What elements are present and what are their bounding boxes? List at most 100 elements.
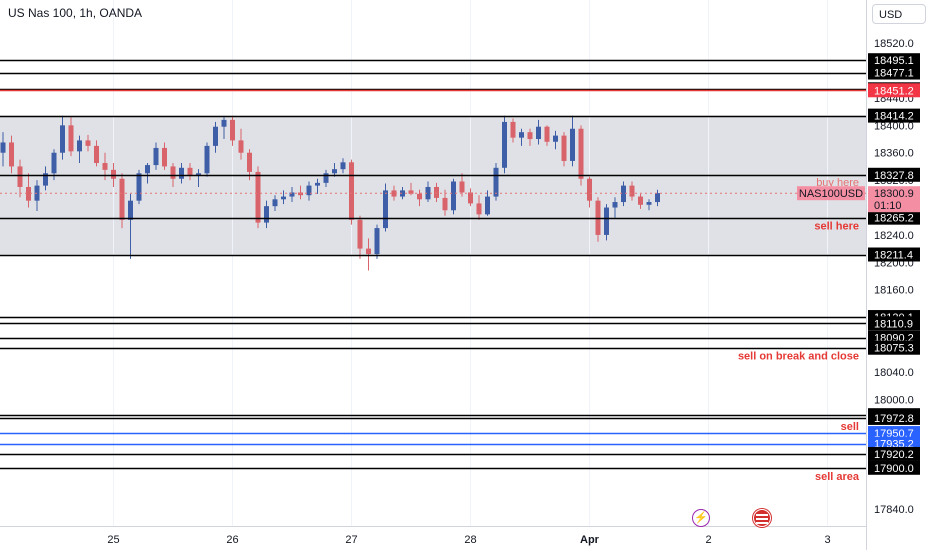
level-price-label: 18327.8 bbox=[874, 170, 914, 182]
candle-body bbox=[306, 185, 312, 196]
candle-body bbox=[417, 193, 422, 200]
level-price-badge bbox=[868, 210, 920, 225]
x-tick-label: 25 bbox=[107, 534, 119, 546]
candle-body bbox=[68, 125, 74, 152]
candle-body bbox=[561, 135, 567, 161]
level-price-badge bbox=[868, 340, 920, 355]
level-price-label: 18451.2 bbox=[874, 85, 914, 97]
y-tick-label: 18360.0 bbox=[874, 148, 914, 160]
candle-body bbox=[60, 125, 65, 153]
annotations: buy here sell here sell on break and close… bbox=[738, 177, 860, 483]
y-tick-label: 18400.0 bbox=[874, 120, 914, 132]
candle-body bbox=[213, 126, 218, 146]
candle-body bbox=[272, 199, 278, 207]
candle-body bbox=[17, 166, 23, 187]
chart-title: US Nas 100, 1h, OANDA bbox=[8, 6, 143, 20]
x-tick-label: 28 bbox=[464, 534, 476, 546]
y-tick-label: 18240.0 bbox=[874, 230, 914, 242]
x-tick-label: 27 bbox=[345, 534, 357, 546]
candle-body bbox=[340, 162, 346, 170]
candle-body bbox=[230, 119, 235, 141]
candle-body bbox=[264, 206, 269, 223]
level-price-badge bbox=[868, 83, 920, 98]
candle-body bbox=[255, 171, 261, 223]
horizontal-levels[interactable] bbox=[0, 59, 866, 470]
candle-body bbox=[527, 132, 533, 140]
level-price-badge bbox=[868, 65, 920, 80]
candle-body bbox=[153, 147, 159, 166]
current-price-label: 18300.9 bbox=[874, 188, 914, 200]
level-price-label: 18477.1 bbox=[874, 68, 914, 80]
candle-body bbox=[544, 126, 550, 142]
level-price-label: 17900.0 bbox=[874, 463, 914, 475]
level-price-label: 18075.3 bbox=[874, 343, 914, 355]
candle-body bbox=[26, 186, 31, 201]
candle-body bbox=[612, 202, 618, 208]
level-price-badge bbox=[868, 316, 920, 331]
candle-body bbox=[536, 126, 541, 140]
candle-body bbox=[502, 121, 507, 168]
candle-body bbox=[578, 128, 584, 179]
candle-body bbox=[102, 163, 108, 170]
candle-body bbox=[493, 167, 499, 197]
candle-body bbox=[349, 162, 354, 220]
x-tick-label: 2 bbox=[705, 534, 711, 546]
candle-body bbox=[434, 186, 439, 198]
candle-body bbox=[136, 173, 142, 201]
level-price-badge bbox=[868, 53, 920, 68]
candle-body bbox=[366, 248, 371, 255]
y-tick-label: 18520.0 bbox=[874, 38, 914, 50]
level-price-label: 17920.2 bbox=[874, 449, 914, 461]
candle-body bbox=[323, 173, 329, 183]
candle-body bbox=[187, 167, 193, 177]
level-price-badge bbox=[868, 108, 920, 123]
annotation-text: sell bbox=[841, 421, 859, 433]
level-price-badge bbox=[868, 460, 920, 475]
candle-body bbox=[553, 135, 558, 142]
candle-body bbox=[425, 186, 431, 200]
annotation-text: sell area bbox=[815, 471, 860, 483]
level-price-label: 18110.9 bbox=[874, 318, 913, 330]
countdown-label: 01:10 bbox=[874, 200, 902, 212]
candle-body bbox=[51, 152, 57, 174]
candle-body bbox=[85, 140, 91, 146]
symbol-badge bbox=[797, 186, 865, 201]
y-tick-label: 18040.0 bbox=[874, 367, 914, 379]
candle-body bbox=[9, 142, 14, 167]
earnings-lightning-icon[interactable]: ⚡ bbox=[692, 509, 710, 527]
candle-body bbox=[196, 173, 201, 177]
candle-body bbox=[629, 185, 635, 197]
candle-body bbox=[332, 169, 337, 174]
candle-body bbox=[408, 190, 414, 194]
current-price-tag: NAS100USD 18300.901:10 bbox=[0, 186, 920, 213]
candle-body bbox=[485, 196, 490, 215]
candle-body bbox=[587, 178, 592, 201]
candle-body bbox=[519, 132, 524, 138]
candle-body bbox=[204, 145, 210, 174]
level-price-badge bbox=[868, 410, 920, 425]
candle-body bbox=[374, 228, 380, 255]
candle-body bbox=[128, 200, 133, 220]
x-tick-label: 3 bbox=[824, 534, 830, 546]
time-axis[interactable]: 25 26 27 28 Apr 2 3 bbox=[107, 534, 830, 546]
candle-body bbox=[476, 203, 482, 215]
candle-body bbox=[655, 193, 660, 203]
candle-body bbox=[145, 165, 150, 174]
level-price-badge bbox=[868, 426, 920, 441]
candle-body bbox=[442, 197, 448, 211]
y-tick-label: 18000.0 bbox=[874, 394, 914, 406]
x-tick-label: 26 bbox=[226, 534, 238, 546]
us-flag-icon[interactable] bbox=[753, 509, 771, 527]
candle-body bbox=[315, 182, 320, 186]
candle-body bbox=[221, 119, 227, 127]
currency-selector[interactable]: USD bbox=[872, 4, 926, 24]
annotation-text: sell here bbox=[814, 221, 859, 233]
candle-body bbox=[162, 147, 167, 167]
candle-body bbox=[391, 190, 397, 197]
range-zone bbox=[0, 0, 866, 526]
candle-body bbox=[247, 152, 252, 172]
level-price-badge bbox=[868, 446, 920, 461]
candle-body bbox=[468, 192, 473, 204]
